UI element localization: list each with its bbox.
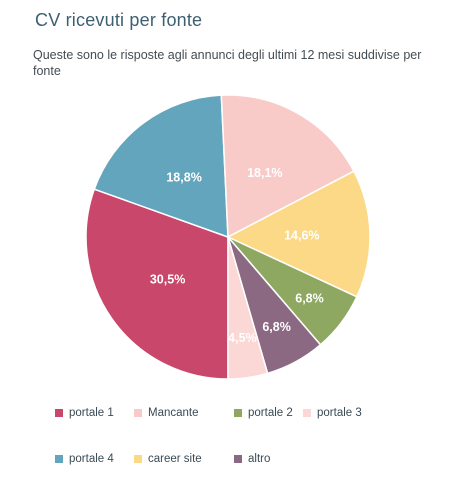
legend-swatch [55,409,63,417]
pie-label-career-site: 14,6% [284,228,319,242]
legend-swatch [234,455,242,463]
pie-label-portale-3: 4,5% [228,331,257,345]
legend-item-portale-4[interactable]: portale 4 [55,453,114,465]
legend-item-portale-1[interactable]: portale 1 [55,407,114,419]
legend-label: portale 2 [248,407,293,419]
chart-title: CV ricevuti per fonte [35,10,203,30]
pie-slice-portale-4[interactable] [93,94,229,239]
legend-swatch [303,409,311,417]
legend-label: career site [148,453,202,465]
legend-item-portale-3[interactable]: portale 3 [303,407,362,419]
pie-label-portale-4: 18,8% [166,171,201,185]
legend-item-altro[interactable]: altro [234,453,270,465]
legend-label: portale 3 [317,407,362,419]
legend-swatch [234,409,242,417]
pie-labels: 30,5% 18,8% 18,1% 14,6% 6,8% 6,8% 4,5% [150,166,324,345]
pie-slice-portale-1[interactable] [85,188,229,380]
legend-label: altro [248,453,271,465]
legend-label: portale 1 [69,407,114,419]
pie-slice-mancante[interactable] [220,94,355,239]
pie-slice-portale-3[interactable] [227,236,269,380]
legend-label: Mancante [148,407,199,419]
legend-label: portale 4 [69,453,114,465]
legend-swatch [134,455,142,463]
pie-label-mancante: 18,1% [247,166,282,180]
legend-item-career-site[interactable]: career site [134,453,202,465]
pie-label-altro: 6,8% [262,320,291,334]
pie-slice-career-site[interactable] [226,170,371,298]
pie-label-portale-2: 6,8% [295,292,324,306]
legend-swatch [134,409,142,417]
legend-item-mancante[interactable]: Mancante [134,407,199,419]
chart-subtitle: Queste sono le risposte agli annunci deg… [33,48,422,78]
legend-item-portale-2[interactable]: portale 2 [234,407,293,419]
legend-swatch [55,455,63,463]
pie-slices [85,94,371,380]
pie-label-portale-1: 30,5% [150,273,185,287]
